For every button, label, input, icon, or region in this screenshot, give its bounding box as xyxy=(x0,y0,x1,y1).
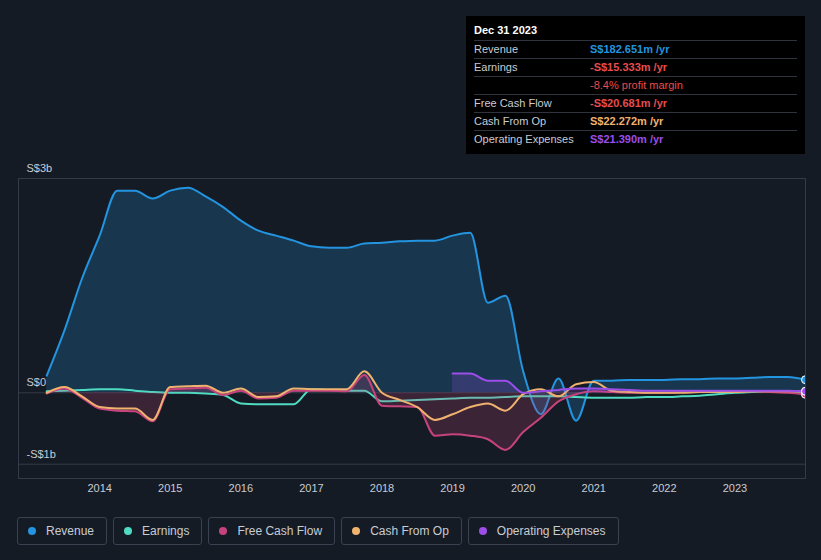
svg-text:2019: 2019 xyxy=(440,482,464,494)
svg-text:2020: 2020 xyxy=(511,482,535,494)
html-text:Free Cash Flow: Free Cash Flow xyxy=(237,524,323,538)
html-text:Operating Expenses: Operating Expenses xyxy=(474,133,574,145)
html-text:Earnings: Earnings xyxy=(142,524,190,538)
html-text:Dec 31 2023: Dec 31 2023 xyxy=(474,24,537,36)
svg-text:2017: 2017 xyxy=(299,482,323,494)
svg-text:2014: 2014 xyxy=(87,482,111,494)
svg-text:2022: 2022 xyxy=(652,482,676,494)
html-text:Cash From Op: Cash From Op xyxy=(474,115,547,127)
html-text:Revenue: Revenue xyxy=(46,524,94,538)
html-text:S$22.272m /yr: S$22.272m /yr xyxy=(590,115,664,127)
svg-text:2018: 2018 xyxy=(370,482,394,494)
svg-text:2016: 2016 xyxy=(229,482,253,494)
svg-text:S$0: S$0 xyxy=(27,376,47,388)
html-text:-S$15.333m /yr: -S$15.333m /yr xyxy=(590,61,668,73)
html-text:S$182.651m /yr: S$182.651m /yr xyxy=(590,43,670,55)
svg-text:2023: 2023 xyxy=(723,482,747,494)
html-text:S$21.390m /yr: S$21.390m /yr xyxy=(590,133,664,145)
html-text:-S$20.681m /yr: -S$20.681m /yr xyxy=(590,97,668,109)
html-text:-8.4% profit margin: -8.4% profit margin xyxy=(590,79,683,91)
html-text:Free Cash Flow: Free Cash Flow xyxy=(474,97,552,109)
svg-text:-S$1b: -S$1b xyxy=(27,448,56,460)
svg-text:2015: 2015 xyxy=(158,482,182,494)
html-text:Revenue: Revenue xyxy=(474,43,518,55)
html-text:Operating Expenses: Operating Expenses xyxy=(496,524,606,538)
html-text:Cash From Op: Cash From Op xyxy=(370,524,449,538)
svg-text:S$3b: S$3b xyxy=(27,162,53,174)
svg-text:2021: 2021 xyxy=(582,482,606,494)
html-text:Earnings: Earnings xyxy=(474,61,518,73)
